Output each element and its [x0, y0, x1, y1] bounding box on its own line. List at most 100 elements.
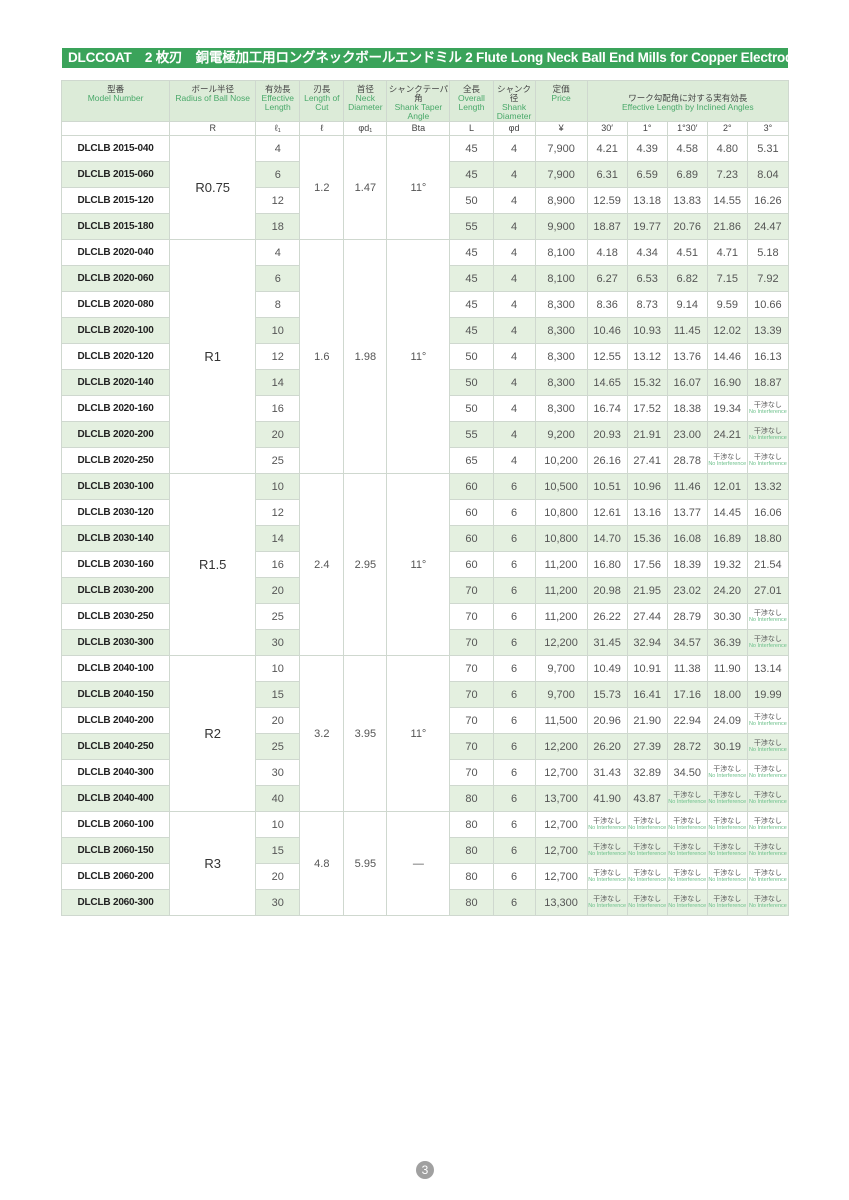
angle-effective-length: 16.13 — [746, 343, 790, 370]
angle-effective-length: 26.16 — [586, 447, 628, 474]
angle-effective-length: 11.45 — [666, 317, 708, 344]
no-interference-en: No Interference — [588, 902, 627, 909]
angle-effective-length: 6.59 — [626, 161, 668, 188]
no-interference: 干渉なし No Interference — [666, 811, 708, 838]
price: 11,200 — [534, 577, 588, 604]
no-interference: 干渉なし No Interference — [746, 733, 790, 760]
no-interference-ja: 干渉なし — [673, 843, 702, 851]
neck-diameter: 1.98 — [343, 239, 388, 474]
angle-effective-length: 7.15 — [706, 265, 748, 292]
angle-effective-length: 10.49 — [586, 655, 628, 682]
price: 12,700 — [534, 759, 588, 786]
table-row: DLCLB 2020-120 12 50 4 8,300 12.55 13.12 13.76 1… — [60, 343, 790, 370]
price: 12,700 — [534, 811, 588, 838]
table-row: DLCLB 2020-200 20 55 4 9,200 20.93 21.91 23.00 2… — [60, 421, 790, 448]
shank-diameter: 6 — [492, 499, 536, 526]
header-en: Neck Diameter — [348, 93, 383, 112]
no-interference-en: No Interference — [628, 902, 667, 909]
model-number: DLCLB 2030-140 — [60, 525, 171, 552]
no-interference-en: No Interference — [588, 824, 627, 831]
angle-effective-length: 12.02 — [706, 317, 748, 344]
effective-length: 4 — [255, 239, 301, 266]
no-interference: 干渉なし No Interference — [626, 863, 668, 890]
column-header: 型番 Model Number — [60, 80, 171, 122]
effective-length: 30 — [255, 629, 301, 656]
length-of-cut: 1.2 — [299, 135, 345, 240]
no-interference-en: No Interference — [628, 850, 667, 857]
angle-effective-length: 16.89 — [706, 525, 748, 552]
no-interference: 干渉なし No Interference — [586, 837, 628, 864]
angle-effective-length: 21.91 — [626, 421, 668, 448]
no-interference: 干渉なし No Interference — [666, 837, 708, 864]
angle-effective-length: 13.83 — [666, 187, 708, 214]
price: 9,900 — [534, 213, 588, 240]
header-en: Overall Length — [458, 93, 485, 112]
no-interference-ja: 干渉なし — [713, 791, 742, 799]
overall-length: 70 — [449, 603, 494, 630]
angle-effective-length: 27.44 — [626, 603, 668, 630]
no-interference-ja: 干渉なし — [713, 843, 742, 851]
no-interference: 干渉なし No Interference — [666, 785, 708, 812]
no-interference-ja: 干渉なし — [753, 609, 782, 617]
no-interference-label: 干渉なし No Interference — [748, 844, 788, 858]
no-interference: 干渉なし No Interference — [746, 603, 790, 630]
angle-effective-length: 18.87 — [746, 369, 790, 396]
no-interference-label: 干渉なし No Interference — [668, 896, 707, 910]
no-interference-ja: 干渉なし — [713, 817, 742, 825]
model-number: DLCLB 2060-150 — [60, 837, 171, 864]
angle-effective-length: 26.20 — [586, 733, 628, 760]
angle-effective-length: 14.70 — [586, 525, 628, 552]
no-interference-en: No Interference — [748, 798, 787, 805]
model-number: DLCLB 2040-200 — [60, 707, 171, 734]
model-number: DLCLB 2030-250 — [60, 603, 171, 630]
no-interference-label: 干渉なし No Interference — [748, 818, 788, 832]
no-interference-label: 干渉なし No Interference — [588, 818, 627, 832]
shank-diameter: 4 — [492, 239, 536, 266]
shank-diameter: 4 — [492, 317, 536, 344]
shank-diameter: 4 — [492, 291, 536, 318]
no-interference-en: No Interference — [668, 824, 707, 831]
effective-length: 25 — [255, 733, 301, 760]
no-interference: 干渉なし No Interference — [746, 759, 790, 786]
angle-effective-length: 18.87 — [586, 213, 628, 240]
price: 8,300 — [534, 317, 588, 344]
no-interference-en: No Interference — [748, 642, 787, 649]
no-interference-label: 干渉なし No Interference — [748, 870, 788, 884]
no-interference: 干渉なし No Interference — [746, 421, 790, 448]
no-interference-ja: 干渉なし — [713, 895, 742, 903]
no-interference-en: No Interference — [748, 746, 787, 753]
table-row: DLCLB 2030-300 30 70 6 12,200 31.45 32.94 34.57… — [60, 629, 790, 656]
no-interference: 干渉なし No Interference — [626, 811, 668, 838]
no-interference-en: No Interference — [628, 876, 667, 883]
no-interference-label: 干渉なし No Interference — [748, 792, 788, 806]
header-ja: シャンク径 — [497, 84, 532, 103]
no-interference-en: No Interference — [708, 850, 747, 857]
model-number: DLCLB 2020-200 — [60, 421, 171, 448]
table-row: DLCLB 2030-120 12 60 6 10,800 12.61 13.16 13.77… — [60, 499, 790, 526]
shank-diameter: 6 — [492, 603, 536, 630]
angle-effective-length: 16.90 — [706, 369, 748, 396]
no-interference-en: No Interference — [668, 798, 707, 805]
table-row: DLCLB 2020-060 6 45 4 8,100 6.27 6.53 6.82 7.15 7… — [60, 265, 790, 292]
angle-effective-length: 4.21 — [586, 135, 628, 162]
header-ja: ワーク勾配角に対する実有効長 — [628, 93, 748, 103]
angle-effective-length: 22.94 — [666, 707, 708, 734]
table-row: DLCLB 2040-400 40 80 6 13,700 41.90 43.87 干渉なし N… — [60, 785, 790, 812]
angle-effective-length: 10.51 — [586, 473, 628, 500]
table-row: DLCLB 2020-160 16 50 4 8,300 16.74 17.52 18.38 1… — [60, 395, 790, 422]
angle-effective-length: 16.80 — [586, 551, 628, 578]
no-interference-label: 干渉なし No Interference — [668, 792, 707, 806]
no-interference-ja: 干渉なし — [673, 791, 702, 799]
model-number: DLCLB 2020-160 — [60, 395, 171, 422]
angle-effective-length: 16.07 — [666, 369, 708, 396]
overall-length: 65 — [449, 447, 494, 474]
effective-length: 18 — [255, 213, 301, 240]
no-interference-label: 干渉なし No Interference — [588, 870, 627, 884]
overall-length: 80 — [449, 863, 494, 890]
price: 10,800 — [534, 525, 588, 552]
angles-header: ワーク勾配角に対する実有効長 Effective Length by Inclin… — [586, 80, 790, 122]
neck-diameter: 5.95 — [343, 811, 388, 916]
shank-diameter: 6 — [492, 655, 536, 682]
header-en: Model Number — [87, 93, 144, 103]
angle-effective-length: 6.53 — [626, 265, 668, 292]
